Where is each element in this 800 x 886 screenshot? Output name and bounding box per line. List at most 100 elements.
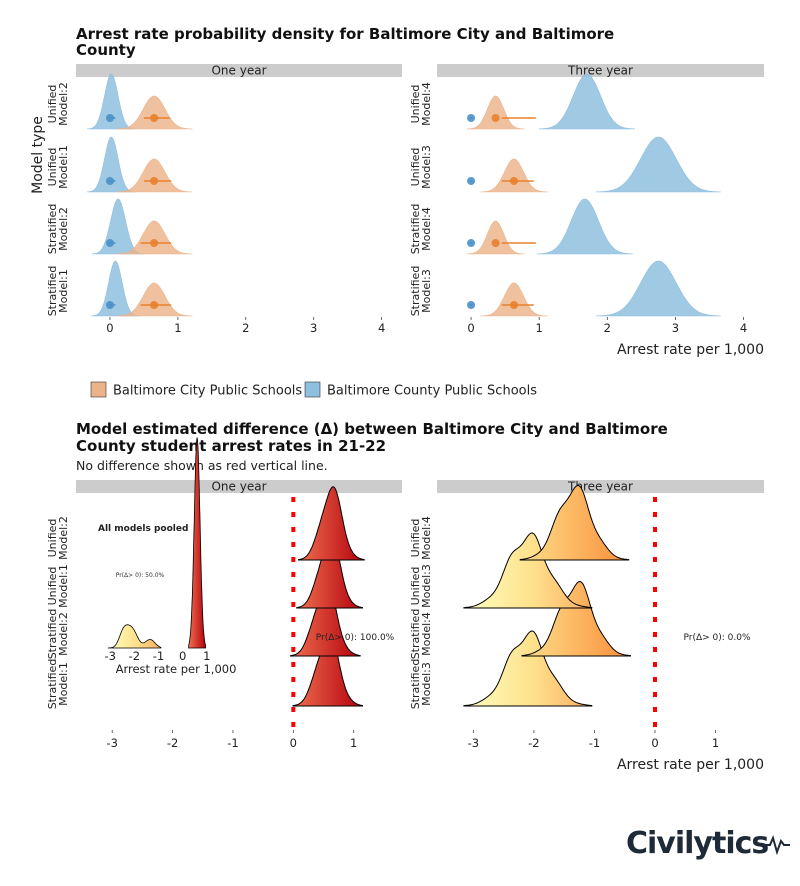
row-label-line1: Stratified <box>409 609 422 660</box>
row-label-line2: Model:1 <box>57 145 70 189</box>
legend-label-city: Baltimore City Public Schools <box>113 384 302 399</box>
x-tick-label: 1 <box>536 321 543 335</box>
county-point <box>467 114 476 122</box>
civilytics-logo: Civilytics <box>626 826 790 861</box>
row-label-line1: Unified <box>46 519 59 558</box>
row-label: StratifiedModel:2 <box>46 609 70 660</box>
row-label: UnifiedModel:4 <box>409 516 433 560</box>
strip-one-year <box>76 480 402 493</box>
x-tick-label: -2 <box>528 736 539 750</box>
county-point <box>467 177 476 185</box>
x-tick-label: 2 <box>604 321 611 335</box>
city-point <box>509 177 518 185</box>
row-label-line1: Unified <box>409 567 422 606</box>
city-density <box>480 158 548 193</box>
row-label: StratifiedModel:3 <box>409 266 433 317</box>
row-label: UnifiedModel:3 <box>409 145 433 189</box>
inset-tick-label: -3 <box>105 649 116 663</box>
x-tick-label: 4 <box>378 321 385 335</box>
row-label-line1: Stratified <box>46 266 59 317</box>
city-point <box>150 177 159 185</box>
prob-annotation: Pr(Δ> 0): 100.0% <box>316 633 395 643</box>
county-density <box>87 136 136 193</box>
county-point <box>105 301 114 309</box>
inset-tick-label: -1 <box>153 649 164 663</box>
top-y-axis-title: Model type <box>30 116 46 194</box>
difference-density <box>521 580 631 657</box>
county-density <box>596 136 721 193</box>
city-point <box>150 239 159 247</box>
bottom-chart: One yearUnifiedModel:2UnifiedModel:1Stra… <box>46 436 764 750</box>
x-tick-label: 2 <box>242 321 249 335</box>
row-label-line1: Stratified <box>409 659 422 710</box>
row-label: StratifiedModel:1 <box>46 266 70 317</box>
row-label-line1: Stratified <box>46 659 59 710</box>
difference-density <box>463 630 593 707</box>
strip-label: Three year <box>567 64 633 78</box>
x-tick-label: -3 <box>106 736 117 750</box>
strip-three-year <box>437 480 764 493</box>
bottom-chart-subtitle: No difference shown as red vertical line… <box>76 458 328 473</box>
row-label: UnifiedModel:3 <box>409 564 433 608</box>
city-density <box>115 158 193 193</box>
county-point <box>467 239 476 247</box>
city-density <box>115 220 193 255</box>
row-label-line1: Stratified <box>46 609 59 660</box>
county-point <box>467 301 476 309</box>
inset-x-axis-title: Arrest rate per 1,000 <box>116 662 237 676</box>
row-label: UnifiedModel:1 <box>46 564 70 608</box>
inset-tick-label: 1 <box>203 649 210 663</box>
heartbeat-icon <box>764 835 790 856</box>
city-density <box>466 220 525 255</box>
x-tick-label: 0 <box>290 736 297 750</box>
county-density <box>536 198 633 255</box>
county-density <box>91 260 140 317</box>
row-label-line2: Model:1 <box>57 564 70 608</box>
legend-swatch-city <box>90 381 107 398</box>
row-label-line2: Model:3 <box>420 269 433 313</box>
row-label-line2: Model:3 <box>420 564 433 608</box>
x-tick-label: -1 <box>589 736 600 750</box>
top-x-axis-title: Arrest rate per 1,000 <box>617 342 764 358</box>
bottom-chart-title-line2: County student arrest rates in 21-22 <box>76 437 386 455</box>
row-label: StratifiedModel:3 <box>409 659 433 710</box>
row-label-line2: Model:2 <box>57 612 70 656</box>
row-label: StratifiedModel:4 <box>409 204 433 255</box>
city-point <box>150 114 159 122</box>
city-point <box>150 301 159 309</box>
row-label-line1: Unified <box>409 85 422 124</box>
row-label-line1: Stratified <box>46 204 59 255</box>
inset-density-positive <box>188 436 206 649</box>
inset-tick-label: -2 <box>129 649 140 663</box>
row-label: UnifiedModel:2 <box>46 516 70 560</box>
inset-title: All models pooled <box>98 524 188 534</box>
strip-label: One year <box>211 64 266 78</box>
x-tick-label: -3 <box>468 736 479 750</box>
difference-density <box>297 486 365 561</box>
strip-label: One year <box>211 480 266 494</box>
county-point <box>105 177 114 185</box>
x-tick-label: 3 <box>672 321 679 335</box>
row-label-line1: Unified <box>46 85 59 124</box>
x-tick-label: 0 <box>651 736 658 750</box>
row-label: UnifiedModel:2 <box>46 82 70 126</box>
row-label-line2: Model:4 <box>420 207 433 251</box>
city-density <box>115 95 193 130</box>
strip-three-year <box>437 64 764 77</box>
row-label-line2: Model:3 <box>420 145 433 189</box>
top-chart: One yearUnifiedModel:2UnifiedModel:1Stra… <box>46 64 764 335</box>
x-tick-label: 0 <box>467 321 474 335</box>
inset-prob-annotation: Pr(Δ> 0): 50.0% <box>116 572 165 579</box>
bottom-chart-title-line1: Model estimated difference (Δ) between B… <box>76 420 668 438</box>
row-label-line1: Stratified <box>409 204 422 255</box>
row-label-line2: Model:4 <box>420 82 433 126</box>
row-label-line2: Model:1 <box>57 662 70 706</box>
x-tick-label: 1 <box>174 321 181 335</box>
x-tick-label: 0 <box>106 321 113 335</box>
city-point <box>491 239 500 247</box>
row-label-line2: Model:3 <box>420 662 433 706</box>
x-tick-label: 1 <box>350 736 357 750</box>
city-density <box>480 282 548 317</box>
difference-density <box>463 532 593 609</box>
city-density <box>466 95 525 130</box>
